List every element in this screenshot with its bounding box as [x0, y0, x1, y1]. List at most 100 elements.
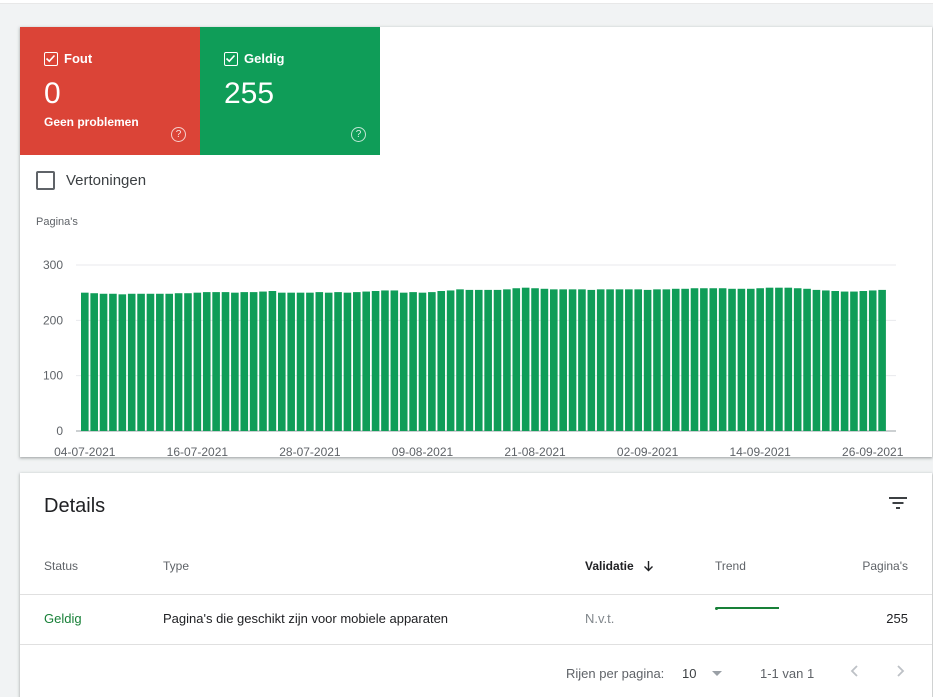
chart-bar[interactable]: [118, 294, 127, 431]
chart-bar[interactable]: [315, 292, 324, 431]
chart-bar[interactable]: [296, 292, 305, 431]
chart-bar[interactable]: [671, 288, 680, 431]
chart-bar[interactable]: [212, 292, 220, 431]
chart-bar[interactable]: [371, 291, 380, 431]
chart-bar[interactable]: [503, 289, 511, 431]
chart-bar[interactable]: [231, 292, 239, 431]
chart-bar[interactable]: [596, 289, 605, 431]
chart-bar[interactable]: [718, 288, 727, 431]
help-icon[interactable]: ?: [351, 127, 366, 142]
chart-bar[interactable]: [746, 288, 755, 431]
chart-bar[interactable]: [634, 289, 643, 431]
chart-bar[interactable]: [737, 288, 746, 431]
chart-bar[interactable]: [127, 293, 136, 431]
chart-bar[interactable]: [653, 289, 661, 431]
column-header-pages[interactable]: Pagina's: [862, 559, 908, 573]
chart-bar[interactable]: [156, 293, 164, 431]
chart-bar[interactable]: [484, 289, 492, 431]
column-header-validation[interactable]: Validatie: [585, 559, 654, 573]
chart-bar[interactable]: [137, 293, 145, 431]
row-type[interactable]: Pagina's die geschikt zijn voor mobiele …: [163, 611, 449, 626]
chart-bar[interactable]: [512, 288, 521, 431]
chart-bar[interactable]: [831, 291, 839, 431]
chart-bar[interactable]: [521, 287, 530, 431]
chart-bar[interactable]: [822, 290, 830, 431]
chart-bar[interactable]: [775, 287, 783, 431]
chart-bar[interactable]: [146, 293, 155, 431]
valid-checkbox[interactable]: [224, 52, 238, 66]
chart-bar[interactable]: [493, 289, 502, 431]
chart-bar[interactable]: [90, 293, 98, 431]
chart-bar[interactable]: [456, 289, 464, 431]
chart-bar[interactable]: [765, 287, 774, 431]
dropdown-arrow-icon[interactable]: [708, 664, 726, 682]
chart-bar[interactable]: [99, 293, 108, 431]
chart-bar[interactable]: [409, 292, 417, 431]
chart-bar[interactable]: [728, 288, 736, 431]
chart-bar[interactable]: [184, 293, 192, 431]
chart-bar[interactable]: [306, 292, 314, 431]
chart-bar[interactable]: [202, 292, 211, 431]
chart-bar[interactable]: [249, 292, 258, 431]
chart-bar[interactable]: [587, 289, 596, 431]
chart-bar[interactable]: [437, 291, 446, 431]
chart-bar[interactable]: [615, 289, 624, 431]
chart-bar[interactable]: [812, 289, 821, 431]
chart-bar[interactable]: [259, 291, 267, 431]
impressions-toggle[interactable]: Vertoningen: [36, 171, 146, 190]
column-header-status[interactable]: Status: [44, 559, 79, 573]
chart-bar[interactable]: [606, 289, 614, 431]
chart-bar[interactable]: [550, 289, 558, 431]
chart-bar[interactable]: [287, 292, 295, 431]
row-status[interactable]: Geldig: [44, 611, 82, 626]
chart-bar[interactable]: [428, 292, 436, 431]
chart-bar[interactable]: [324, 292, 333, 431]
valid-tile[interactable]: Geldig 255 ?: [200, 27, 380, 155]
chart-bar[interactable]: [793, 288, 802, 431]
chevron-left-icon[interactable]: [846, 662, 864, 680]
chart-bar[interactable]: [390, 290, 399, 431]
chart-bar[interactable]: [334, 292, 342, 431]
chart-bar[interactable]: [681, 288, 689, 431]
chart-bar[interactable]: [709, 288, 718, 431]
chart-bar[interactable]: [803, 288, 811, 431]
chart-bar[interactable]: [868, 290, 877, 431]
column-header-type[interactable]: Type: [163, 559, 190, 573]
chart-bar[interactable]: [381, 290, 389, 431]
chart-bar[interactable]: [165, 293, 174, 431]
chart-bar[interactable]: [850, 291, 858, 431]
chart-bar[interactable]: [700, 288, 708, 431]
chart-bar[interactable]: [474, 289, 483, 431]
chart-bar[interactable]: [81, 292, 89, 431]
chart-bar[interactable]: [174, 293, 183, 431]
chart-bar[interactable]: [240, 292, 249, 431]
chart-bar[interactable]: [643, 289, 652, 431]
rows-per-page-select[interactable]: 10: [682, 666, 697, 681]
chevron-right-icon[interactable]: [891, 662, 909, 680]
chart-bar[interactable]: [559, 289, 567, 431]
help-icon[interactable]: ?: [171, 127, 186, 142]
chart-bar[interactable]: [399, 292, 408, 431]
chart-bar[interactable]: [756, 288, 764, 431]
chart-bar[interactable]: [343, 292, 352, 431]
filter-icon[interactable]: [888, 495, 908, 511]
chart-bar[interactable]: [531, 288, 539, 431]
chart-bar[interactable]: [840, 291, 849, 431]
impressions-checkbox[interactable]: [36, 171, 55, 190]
chart-bar[interactable]: [625, 289, 633, 431]
chart-bar[interactable]: [418, 292, 427, 431]
chart-bar[interactable]: [362, 291, 370, 431]
chart-bar[interactable]: [465, 289, 474, 431]
error-tile[interactable]: Fout 0 Geen problemen ?: [20, 27, 200, 155]
chart-bar[interactable]: [568, 289, 577, 431]
chart-bar[interactable]: [662, 289, 671, 431]
chart-bar[interactable]: [446, 290, 455, 431]
chart-bar[interactable]: [268, 291, 277, 431]
chart-bar[interactable]: [578, 289, 586, 431]
error-checkbox[interactable]: [44, 52, 58, 66]
chart-bar[interactable]: [109, 293, 117, 431]
chart-bar[interactable]: [690, 288, 699, 431]
chart-bar[interactable]: [277, 292, 286, 431]
chart-bar[interactable]: [859, 291, 868, 431]
chart-bar[interactable]: [193, 292, 202, 431]
